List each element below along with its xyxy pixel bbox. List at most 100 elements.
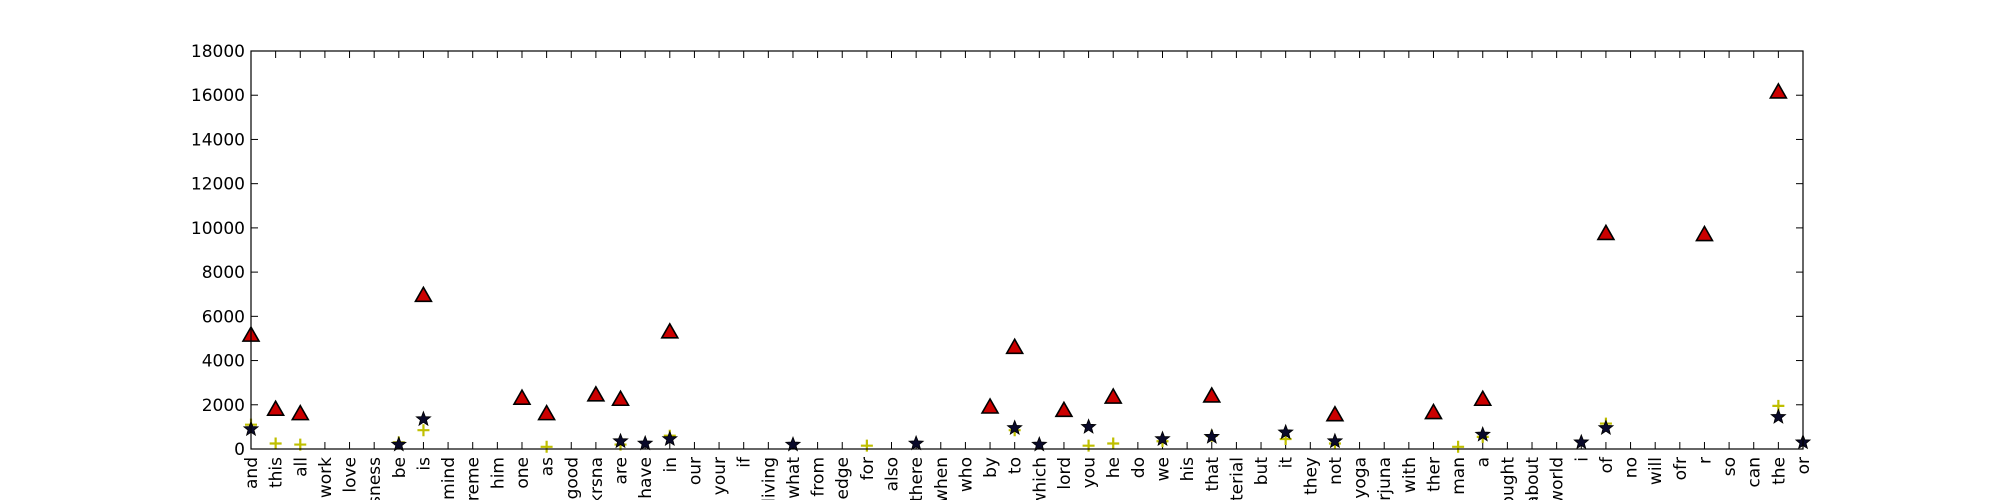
x-tick-label: ought <box>1498 457 1518 500</box>
star-point <box>1770 408 1787 424</box>
x-tick-label: world <box>1548 457 1568 500</box>
triangle-point <box>290 404 310 421</box>
x-tick-label: do <box>1129 457 1149 478</box>
star-point <box>1006 419 1023 436</box>
star-point <box>907 434 925 451</box>
star-point <box>1573 433 1590 450</box>
x-tick-label: as <box>538 457 558 476</box>
x-tick-label: man <box>1449 457 1469 495</box>
plot-area-frame <box>250 50 1804 450</box>
x-tick-label: a <box>1474 457 1494 467</box>
triangle-point <box>537 404 556 421</box>
x-tick-label: ledge <box>833 457 853 500</box>
x-tick-label: rjuna <box>1375 457 1395 500</box>
x-tick-label: that <box>1203 457 1223 492</box>
triangle-point <box>586 385 606 402</box>
x-tick-label: is <box>414 457 434 471</box>
x-tick-label: your <box>710 457 730 495</box>
x-tick-label: can <box>1745 457 1765 488</box>
triangle-point <box>1596 223 1616 241</box>
x-tick-label: be <box>390 457 410 478</box>
triangle-point <box>414 285 433 303</box>
y-tick-label: 10000 <box>191 219 245 239</box>
y-tick-label: 0 <box>234 440 245 460</box>
triangle-point <box>1424 402 1443 420</box>
x-tick-label: him <box>488 457 508 489</box>
x-tick-label: but <box>1252 457 1272 486</box>
x-tick-label: will <box>1646 457 1666 485</box>
x-tick-label: of <box>1597 456 1617 473</box>
x-tick-label: if <box>735 456 755 468</box>
x-tick-label: for <box>858 457 878 480</box>
triangle-point <box>1054 400 1074 418</box>
axis-ticks: 0 2000 4000 6000 8000 10000 12000 14000 16000 180… <box>191 42 1814 500</box>
x-tick-label: i <box>1572 457 1592 462</box>
y-tick-label: 16000 <box>191 86 245 106</box>
x-tick-label: ther <box>1424 457 1444 492</box>
x-tick-label: good <box>562 457 582 499</box>
triangle-point <box>1695 224 1714 242</box>
x-tick-label: about <box>1523 457 1543 500</box>
y-tick-label: 8000 <box>202 263 245 283</box>
plus-point <box>417 424 430 437</box>
plus-point <box>1107 437 1120 450</box>
plus-point <box>269 437 282 450</box>
star-point <box>1203 428 1220 444</box>
x-tick-label: in <box>661 457 681 473</box>
x-tick-label: or <box>1794 457 1814 474</box>
x-tick-label: not <box>1326 457 1346 485</box>
data-points <box>241 82 1812 453</box>
x-tick-label: this <box>267 457 287 488</box>
x-tick-label: reme <box>464 457 484 500</box>
triangle-point <box>512 388 532 405</box>
y-tick-label: 18000 <box>191 42 245 62</box>
x-tick-label: from <box>809 457 829 497</box>
x-tick-label: one <box>513 457 533 489</box>
x-tick-label: who <box>956 457 976 492</box>
y-tick-label: 4000 <box>202 352 245 372</box>
x-tick-label: the <box>1769 457 1789 485</box>
y-tick-label: 6000 <box>202 307 245 327</box>
plus-point <box>1452 440 1465 453</box>
y-tick-label: 12000 <box>191 175 245 195</box>
star-point <box>1031 435 1048 452</box>
triangle-point <box>980 397 1000 414</box>
x-tick-label: he <box>1104 457 1124 478</box>
x-tick-label: ofr <box>1671 457 1691 480</box>
x-tick-label: with <box>1400 457 1420 493</box>
x-tick-label: work <box>316 457 336 498</box>
plus-point <box>540 440 553 453</box>
x-tick-label: what <box>784 457 804 499</box>
star-point <box>636 434 654 451</box>
star-point <box>415 410 432 427</box>
star-point <box>390 435 407 452</box>
star-point <box>784 435 802 452</box>
x-tick-label: love <box>341 457 361 493</box>
x-tick-label: they <box>1301 457 1321 495</box>
x-tick-label: krsna <box>587 457 607 500</box>
x-tick-label: when <box>932 457 952 500</box>
x-tick-label: terial <box>1227 457 1247 500</box>
star-point <box>612 432 629 449</box>
x-tick-label: r <box>1695 457 1715 464</box>
x-tick-label: lord <box>1055 457 1075 490</box>
triangle-point <box>611 389 630 407</box>
star-point <box>1080 418 1097 434</box>
triangle-point <box>1202 386 1222 403</box>
triangle-point <box>1768 82 1788 99</box>
x-tick-label: to <box>1006 457 1026 474</box>
x-tick-label: we <box>1153 457 1173 481</box>
x-tick-label: you <box>1080 457 1100 488</box>
x-tick-label: are <box>612 457 632 485</box>
star-point <box>1326 432 1344 449</box>
x-tick-label: there <box>907 457 927 500</box>
star-point <box>661 430 678 446</box>
star-point <box>1474 425 1491 442</box>
plus-point <box>1082 439 1095 452</box>
x-tick-label: no <box>1622 457 1642 478</box>
x-tick-label: by <box>981 457 1001 478</box>
triangle-point <box>1473 389 1493 407</box>
triangle-point <box>266 399 286 417</box>
x-tick-label: yoga <box>1351 457 1371 499</box>
